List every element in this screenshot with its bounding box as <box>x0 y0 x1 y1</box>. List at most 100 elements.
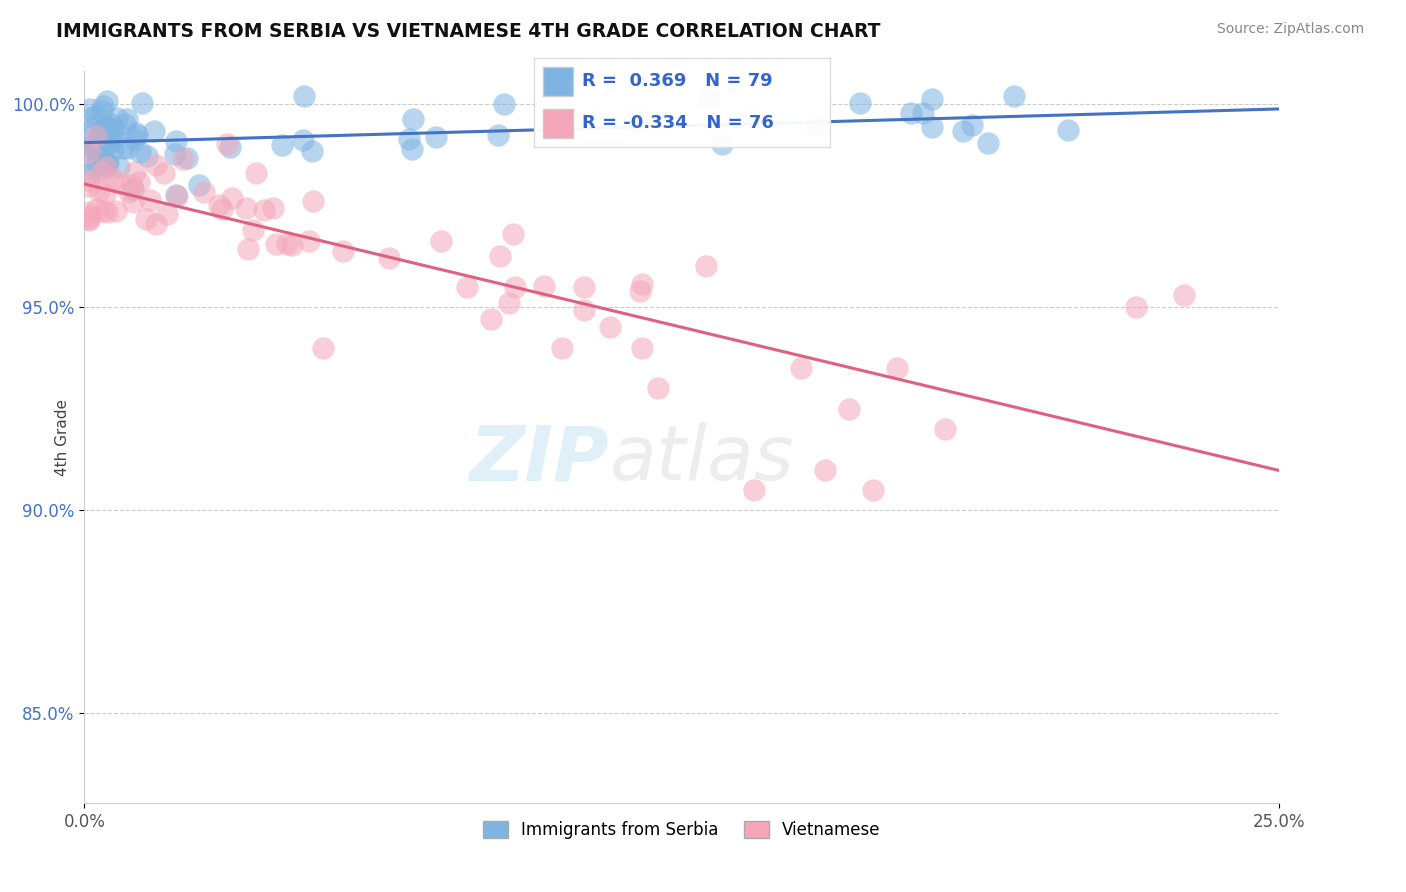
Point <box>977 136 1000 151</box>
Point <box>77 209 100 223</box>
Point <box>551 341 574 355</box>
Point <box>402 112 425 126</box>
Point <box>118 185 141 199</box>
Point <box>900 106 922 120</box>
Point <box>242 222 264 236</box>
Point <box>96 95 118 109</box>
Point <box>921 120 943 134</box>
Point <box>125 126 148 140</box>
Point <box>114 117 136 131</box>
Point <box>628 284 651 298</box>
Point <box>912 106 935 120</box>
Point <box>145 217 167 231</box>
Point <box>332 244 354 258</box>
Point <box>790 361 813 376</box>
Point <box>105 111 128 125</box>
Point <box>104 120 127 135</box>
Point <box>574 280 596 294</box>
Point <box>107 176 129 190</box>
Point <box>238 242 260 256</box>
Point <box>124 165 146 179</box>
Point <box>253 202 276 217</box>
Point <box>266 236 288 251</box>
Point <box>101 143 124 157</box>
Point <box>131 95 153 110</box>
Point <box>211 202 233 217</box>
Point <box>165 188 187 202</box>
Point <box>291 133 314 147</box>
Point <box>79 103 101 117</box>
Point <box>479 312 502 326</box>
Point <box>378 251 401 265</box>
Point <box>94 187 117 202</box>
Point <box>127 128 149 143</box>
Point <box>934 422 956 436</box>
Point <box>77 144 100 158</box>
Point <box>77 173 100 187</box>
Point <box>84 128 107 143</box>
Point <box>163 147 186 161</box>
Point <box>262 201 284 215</box>
FancyBboxPatch shape <box>543 67 572 96</box>
Point <box>80 110 103 124</box>
Point <box>122 182 145 196</box>
Point <box>294 88 316 103</box>
Point <box>135 149 157 163</box>
Point <box>86 202 108 217</box>
Text: ZIP: ZIP <box>471 422 610 496</box>
Point <box>83 120 105 134</box>
Point <box>111 140 134 154</box>
Point <box>97 121 120 136</box>
Point <box>599 320 621 334</box>
Point <box>121 178 143 193</box>
Point <box>502 227 524 241</box>
Point <box>172 152 194 166</box>
Point <box>862 483 884 497</box>
Point <box>77 129 100 144</box>
Point <box>219 140 242 154</box>
Point <box>98 136 121 150</box>
Point <box>91 204 114 219</box>
Point <box>245 166 267 180</box>
Point <box>94 160 117 174</box>
Point <box>139 194 162 208</box>
Point <box>96 130 118 145</box>
Point <box>100 136 122 150</box>
Point <box>145 158 167 172</box>
Point <box>489 249 512 263</box>
Point <box>77 179 100 194</box>
Point <box>849 96 872 111</box>
Point <box>100 117 122 131</box>
Point <box>276 237 298 252</box>
Point <box>94 120 117 134</box>
Point <box>193 185 215 199</box>
Point <box>301 145 323 159</box>
Point <box>86 144 108 158</box>
Point <box>623 115 645 129</box>
Point <box>312 341 335 355</box>
Text: IMMIGRANTS FROM SERBIA VS VIETNAMESE 4TH GRADE CORRELATION CHART: IMMIGRANTS FROM SERBIA VS VIETNAMESE 4TH… <box>56 22 880 41</box>
Point <box>122 132 145 146</box>
Point <box>401 143 423 157</box>
Text: R =  0.369   N = 79: R = 0.369 N = 79 <box>582 72 772 90</box>
Point <box>280 238 302 252</box>
Point <box>91 122 114 136</box>
Point <box>115 112 138 127</box>
Point <box>94 157 117 171</box>
Point <box>103 130 125 145</box>
Point <box>494 97 516 112</box>
Point <box>921 92 943 106</box>
Point <box>96 205 118 219</box>
Point <box>742 483 765 497</box>
Point <box>814 462 837 476</box>
Point <box>82 141 104 155</box>
Point <box>631 277 654 291</box>
Point <box>86 109 108 123</box>
Point <box>90 165 112 179</box>
Point <box>488 128 510 142</box>
Point <box>960 118 983 132</box>
Point <box>87 129 110 144</box>
Point <box>271 137 294 152</box>
Point <box>498 295 520 310</box>
Point <box>647 381 669 395</box>
